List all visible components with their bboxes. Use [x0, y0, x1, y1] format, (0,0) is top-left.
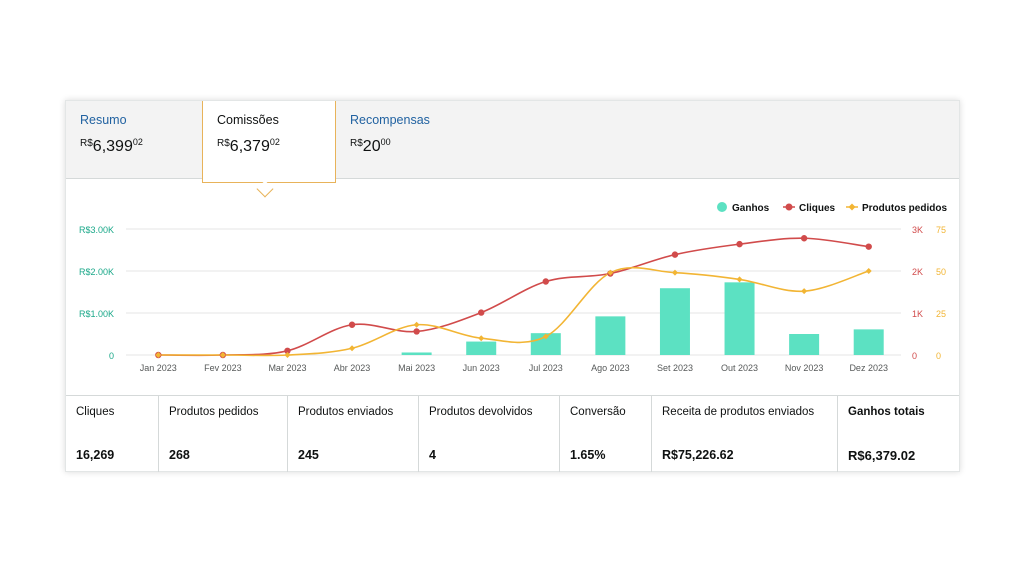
legend-marker-ganhos: [717, 202, 727, 212]
metric-value: R$75,226.62: [662, 448, 734, 462]
metric-label: Produtos pedidos: [169, 406, 259, 418]
y-right-cliques-tick-label: 0: [912, 351, 917, 361]
point-cliques: [800, 235, 808, 242]
metric-label: Produtos devolvidos: [429, 406, 533, 418]
metric-cliques: Cliques 16,269: [66, 396, 159, 472]
point-produtos-pedidos: [478, 335, 485, 342]
point-produtos-pedidos: [671, 269, 678, 276]
x-tick-label: Jun 2023: [463, 363, 500, 373]
metric-value: 16,269: [76, 448, 115, 462]
metric-produtos-enviados: Produtos enviados 245: [288, 396, 419, 472]
earnings-card: Resumo R$6,39902 Comissões R$6,37902 Rec…: [65, 100, 960, 472]
point-cliques: [348, 321, 356, 328]
y-right-cliques-tick-label: 3K: [912, 225, 923, 235]
tab-recompensas[interactable]: Recompensas R$2000: [336, 101, 496, 179]
bar-ganhos: [530, 333, 561, 355]
tab-bar: Resumo R$6,39902 Comissões R$6,37902 Rec…: [66, 101, 959, 183]
metric-label: Receita de produtos enviados: [662, 406, 815, 418]
point-produtos-pedidos: [801, 288, 808, 295]
x-tick-label: Mai 2023: [398, 363, 435, 373]
bar-ganhos: [595, 316, 626, 355]
legend-label: Ganhos: [732, 203, 770, 214]
tab-label: Comissões: [217, 113, 279, 127]
metric-label: Cliques: [76, 406, 115, 418]
tab-amount: R$2000: [350, 137, 391, 155]
x-tick-label: Abr 2023: [334, 363, 371, 373]
metric-conversao: Conversão 1.65%: [560, 396, 652, 472]
point-cliques: [736, 240, 743, 248]
y-right-produtos-tick-label: 0: [936, 351, 941, 361]
legend-marker-cliques: [785, 203, 793, 211]
y-right-cliques-tick-label: 1K: [912, 309, 923, 319]
x-tick-label: Out 2023: [721, 363, 758, 373]
point-produtos-pedidos: [736, 276, 743, 283]
x-tick-label: Jan 2023: [140, 363, 177, 373]
point-cliques: [865, 243, 872, 250]
y-right-cliques-tick-label: 2K: [912, 267, 923, 277]
y-right-produtos-tick-label: 50: [936, 267, 946, 277]
y-left-tick-label: R$2.00K: [79, 267, 114, 277]
metric-value: 268: [169, 448, 190, 462]
x-tick-label: Jul 2023: [529, 363, 563, 373]
point-produtos-pedidos: [219, 352, 226, 358]
point-cliques: [413, 328, 420, 335]
point-produtos-pedidos: [349, 345, 356, 352]
point-cliques: [671, 251, 679, 258]
metric-value: R$6,379.02: [848, 448, 916, 463]
bar-ganhos: [401, 352, 432, 355]
x-tick-label: Mar 2023: [268, 363, 306, 373]
point-cliques: [478, 309, 485, 316]
bar-ganhos: [724, 282, 755, 355]
y-right-produtos-tick-label: 25: [936, 309, 946, 319]
line-produtos-pedidos: [158, 266, 869, 357]
metric-label: Conversão: [570, 406, 626, 418]
x-tick-label: Dez 2023: [849, 363, 888, 373]
metric-receita: Receita de produtos enviados R$75,226.62: [652, 396, 838, 472]
bar-ganhos: [789, 334, 820, 355]
x-tick-label: Ago 2023: [591, 363, 630, 373]
tab-label: Recompensas: [350, 113, 430, 127]
tab-comissoes[interactable]: Comissões R$6,37902: [202, 101, 336, 183]
bar-ganhos: [853, 329, 884, 355]
legend-label: Produtos pedidos: [862, 203, 947, 214]
point-cliques: [542, 278, 549, 285]
metric-label: Produtos enviados: [298, 406, 394, 418]
metric-produtos-devolvidos: Produtos devolvidos 4: [419, 396, 560, 472]
bar-ganhos: [659, 288, 690, 355]
metrics-row: Cliques 16,269 Produtos pedidos 268 Prod…: [66, 395, 959, 472]
earnings-chart: 0 0 0 R$1.00K 1K 25 R$2.00K 2K 50 R$3.00K 3K 75 Jan …: [79, 202, 947, 373]
metric-value: 1.65%: [570, 448, 606, 462]
bar-ganhos: [466, 341, 497, 355]
point-produtos-pedidos: [607, 269, 614, 276]
tab-resumo[interactable]: Resumo R$6,39902: [66, 101, 202, 179]
point-cliques: [284, 347, 291, 354]
line-cliques: [158, 237, 869, 357]
point-produtos-pedidos: [413, 321, 420, 328]
metric-ganhos-totais: Ganhos totais R$6,379.02: [838, 396, 959, 472]
point-produtos-pedidos: [865, 268, 872, 274]
y-left-tick-label: R$1.00K: [79, 309, 114, 319]
point-produtos-pedidos: [542, 333, 549, 340]
legend-marker-produtos-pedidos: [848, 203, 856, 211]
y-left-tick-label: 0: [109, 351, 114, 361]
metric-value: 245: [298, 448, 319, 462]
x-tick-label: Fev 2023: [204, 363, 242, 373]
tab-label: Resumo: [80, 113, 127, 127]
x-tick-label: Set 2023: [657, 363, 693, 373]
point-produtos-pedidos: [284, 352, 291, 358]
tab-amount: R$6,37902: [217, 137, 280, 155]
metric-value: 4: [429, 448, 436, 462]
y-right-produtos-tick-label: 75: [936, 225, 946, 235]
legend-label: Cliques: [799, 203, 836, 214]
point-produtos-pedidos: [155, 352, 162, 358]
y-left-tick-label: R$3.00K: [79, 225, 114, 235]
metric-label: Ganhos totais: [848, 406, 925, 418]
x-tick-label: Nov 2023: [785, 363, 824, 373]
tab-amount: R$6,39902: [80, 137, 143, 155]
metric-produtos-pedidos: Produtos pedidos 268: [159, 396, 288, 472]
